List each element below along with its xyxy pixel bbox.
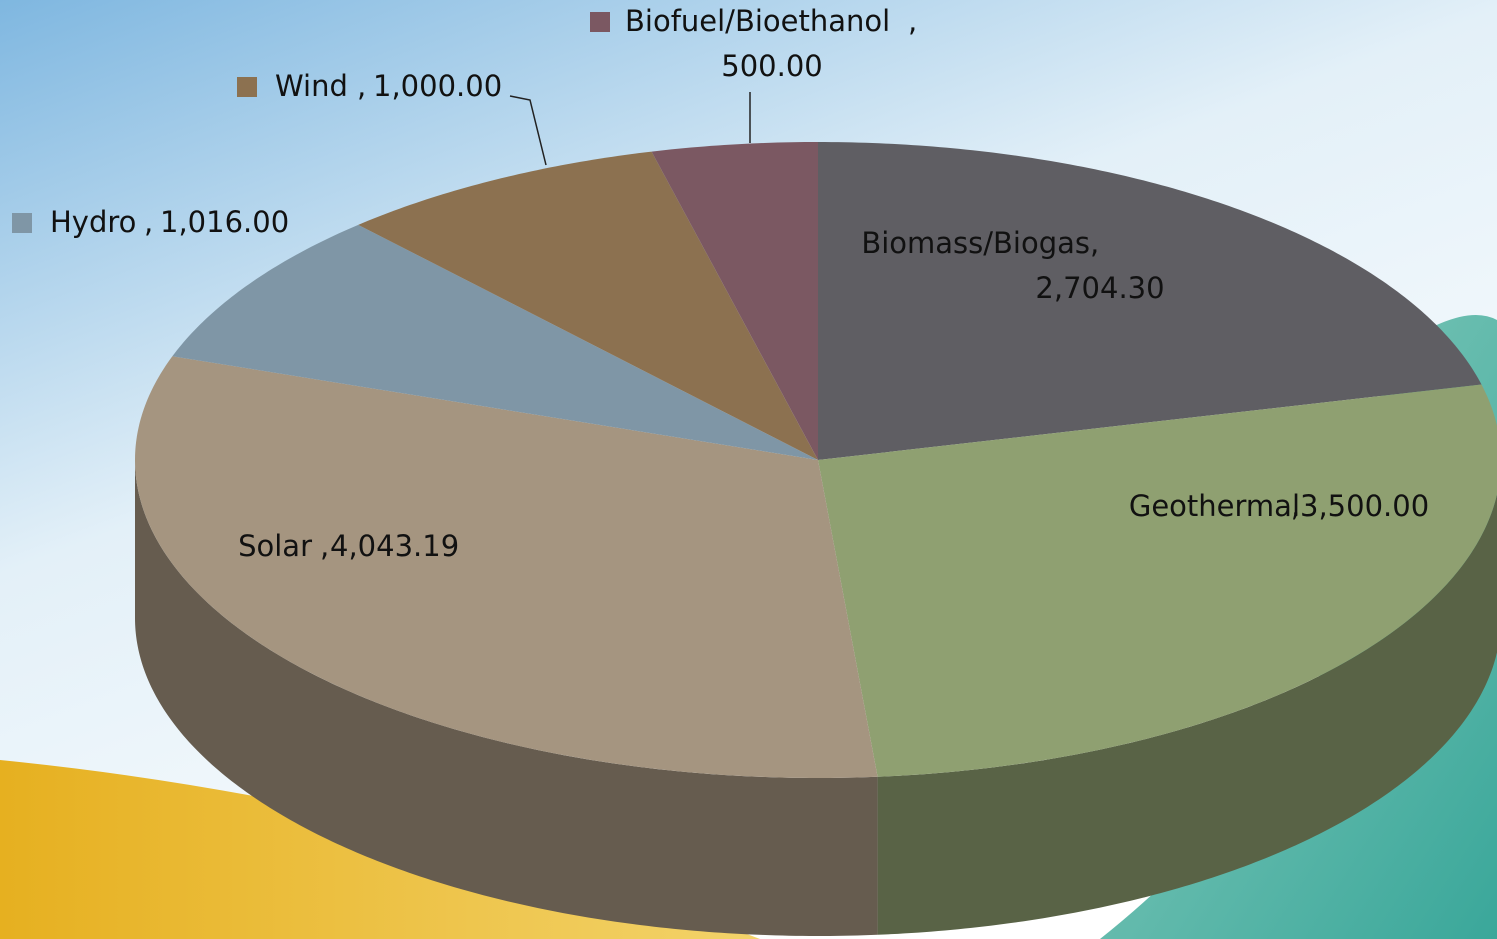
data-label: Biofuel/Bioethanol (625, 4, 890, 38)
data-label: 500.00 (721, 49, 822, 83)
label-separator: , (1291, 489, 1300, 523)
data-label: 3,500.00 (1300, 489, 1429, 523)
data-label: 2,704.30 (1035, 271, 1164, 305)
label-separator: , (908, 4, 917, 38)
legend-key (237, 77, 257, 97)
data-label: Wind (275, 69, 348, 103)
data-label: Hydro (50, 205, 136, 239)
pie-slice (818, 384, 1497, 777)
label-separator: , (320, 529, 329, 563)
slice-side (135, 460, 878, 936)
pie-slice (651, 142, 818, 460)
data-label: 4,043.19 (330, 529, 459, 563)
data-label: 1,000.00 (373, 69, 502, 103)
pie-slice (818, 142, 1482, 460)
slice-side (877, 494, 1497, 935)
data-label: Solar (238, 529, 312, 563)
pie-slice (135, 356, 878, 778)
legend-key (12, 213, 32, 233)
pie-slice (172, 224, 818, 460)
label-separator: , (357, 69, 366, 103)
data-label: Geothermal (1129, 489, 1300, 523)
label-separator: , (144, 205, 153, 239)
data-label: Biomass/Biogas (861, 226, 1090, 260)
leader-line (509, 95, 547, 166)
legend-key (590, 12, 610, 32)
label-separator: , (1090, 226, 1099, 260)
pie-slice (358, 151, 818, 460)
data-label: 1,016.00 (160, 205, 289, 239)
